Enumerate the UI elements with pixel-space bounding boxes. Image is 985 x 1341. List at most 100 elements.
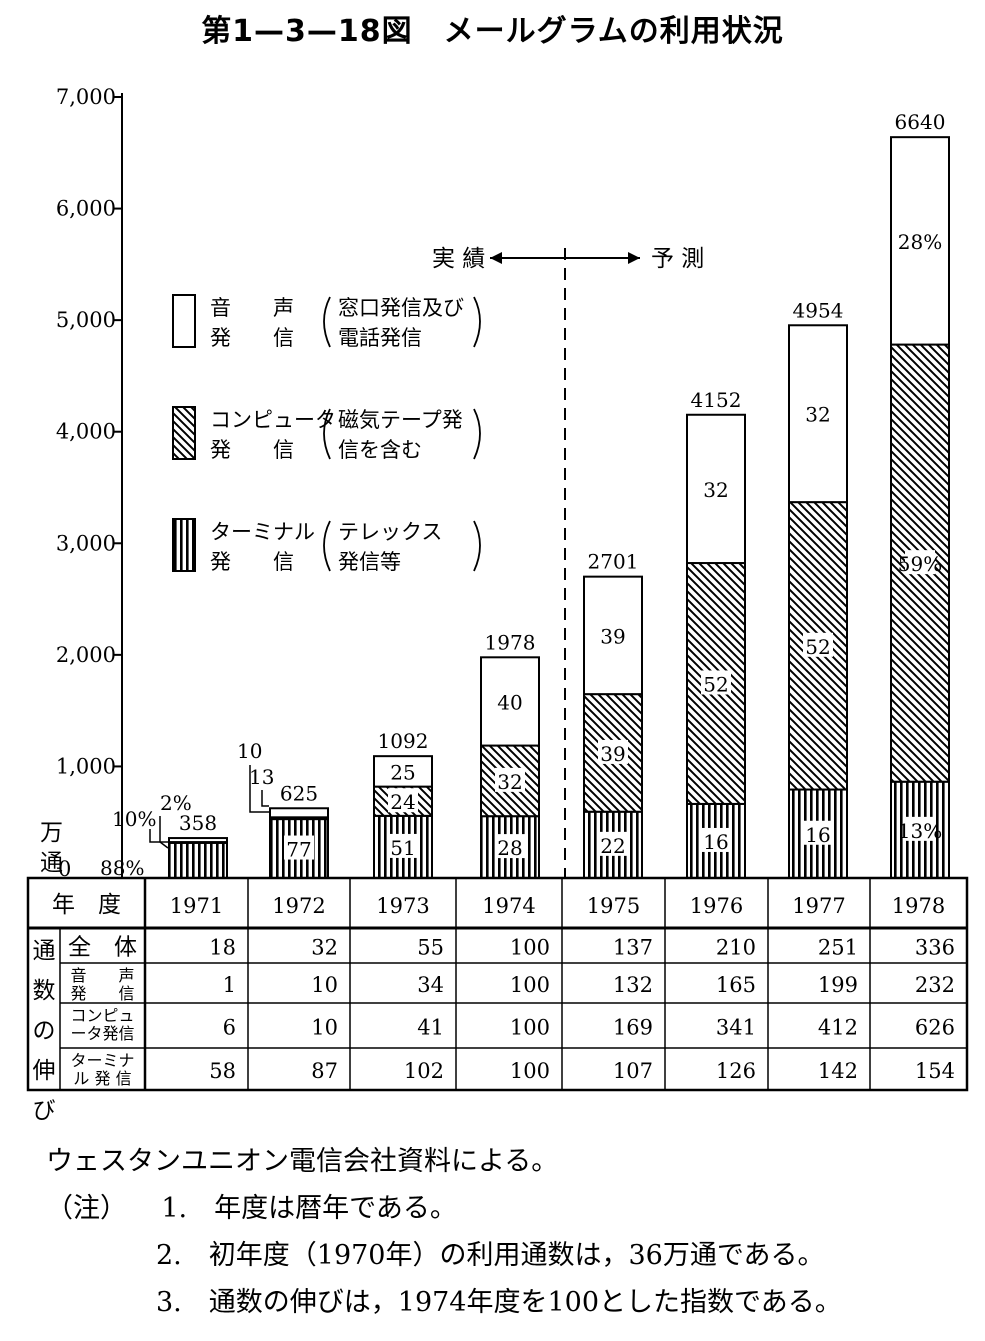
table-cell: 626 xyxy=(915,1016,955,1040)
segment-label: 24 xyxy=(390,790,415,814)
legend-label: 発 信 xyxy=(210,550,294,574)
note-item-1: 1. 年度は暦年である。 xyxy=(161,1193,457,1224)
table-cell: 10 xyxy=(311,973,338,997)
legend-bracket xyxy=(473,408,481,460)
table-cell: 210 xyxy=(716,936,756,960)
annotation-1972-b: 13 xyxy=(249,765,274,789)
table-cell: 1 xyxy=(223,973,236,997)
table-row-label: 全 体 xyxy=(68,935,137,961)
table-cell: 58 xyxy=(209,1059,236,1083)
segment-label-bg xyxy=(598,622,628,647)
y-unit-label: 通 xyxy=(40,850,63,876)
segment-label-bg xyxy=(803,820,833,845)
table-cell: 55 xyxy=(417,936,444,960)
table-cell: 100 xyxy=(510,936,550,960)
segment-label-bg xyxy=(284,835,314,860)
legend-bracket xyxy=(323,408,331,460)
legend-sublabel: テレックス xyxy=(338,520,442,544)
bar-total-label: 1092 xyxy=(378,729,429,753)
legend-label: 発 信 xyxy=(210,438,294,462)
y-tick-label: 2,000 xyxy=(56,643,116,667)
table-cell: 165 xyxy=(716,973,756,997)
table-cell: 232 xyxy=(915,973,955,997)
table-cell: 34 xyxy=(417,973,444,997)
segment-label: 52 xyxy=(805,635,830,659)
legend-label: ターミナル xyxy=(210,520,315,544)
table-cell: 199 xyxy=(818,973,858,997)
y-tick-label: 6,000 xyxy=(56,197,116,221)
table-cell: 18 xyxy=(209,936,236,960)
divider-label-right: 予 測 xyxy=(651,246,704,272)
bar-total-label: 358 xyxy=(179,811,217,835)
bar-segment xyxy=(686,413,746,565)
note-label: （注） xyxy=(46,1193,127,1224)
table-cell: 251 xyxy=(818,936,858,960)
table-side-label: 数 xyxy=(33,978,56,1004)
y-tick-label: 3,000 xyxy=(56,531,116,555)
legend-sublabel: 窓口発信及び xyxy=(338,296,464,320)
legend-label: コンピュータ xyxy=(210,408,336,432)
annotation-1971-bottom: 88% xyxy=(100,856,144,880)
segment-label-bg xyxy=(803,400,833,425)
segment-label-bg xyxy=(701,670,731,695)
segment-label: 16 xyxy=(703,830,728,854)
segment-label-bg xyxy=(388,758,418,783)
table-row-label: 音 声 xyxy=(70,966,134,985)
table-cell: 32 xyxy=(311,936,338,960)
table-row-label: ータ発信 xyxy=(70,1024,134,1043)
bar-segment xyxy=(168,837,228,844)
arrow-left-icon xyxy=(490,252,502,264)
bar-total-label: 6640 xyxy=(895,110,946,134)
segment-label: 16 xyxy=(805,823,830,847)
segment-label: 52 xyxy=(703,672,728,696)
table-cell: 6 xyxy=(223,1016,236,1040)
table-year-cell: 1973 xyxy=(376,894,429,918)
table-year-cell: 1978 xyxy=(892,894,945,918)
table-cell: 102 xyxy=(404,1059,444,1083)
annotation-1971-mid: 10% xyxy=(112,807,156,831)
note-line-3: 3. 通数の伸びは，1974年度を100とした指数である。 xyxy=(46,1279,842,1326)
y-tick-label: 0 xyxy=(58,857,71,881)
segment-label: 28% xyxy=(898,230,942,254)
segment-label: 32 xyxy=(497,770,522,794)
table-row-label: コンピュ xyxy=(70,1006,134,1025)
table-cell: 412 xyxy=(818,1016,858,1040)
segment-label: 39 xyxy=(600,624,625,648)
segment-label-bg xyxy=(905,227,935,252)
segment-label: 40 xyxy=(497,690,522,714)
bar-total-label: 4954 xyxy=(793,298,844,322)
table-cell: 142 xyxy=(818,1059,858,1083)
segment-label: 28 xyxy=(497,836,522,860)
bar-total-label: 1978 xyxy=(485,630,536,654)
table-year-header: 年 度 xyxy=(52,892,121,918)
legend-label: 発 信 xyxy=(210,326,294,350)
segment-label: 25 xyxy=(390,760,415,784)
source-note: ウェスタンユニオン電信会社資料による。 xyxy=(46,1146,559,1177)
segment-label-bg xyxy=(701,827,731,852)
chart: 0 1,000 2,000 3,000 4,000 5,000 6,000 7,000 万通 音… xyxy=(26,85,969,1124)
legend-bracket xyxy=(323,520,331,572)
legend-bracket xyxy=(473,296,481,348)
legend-sublabel: 磁気テープ発 xyxy=(338,408,463,432)
segment-label-bg xyxy=(905,816,935,841)
bars: 358 77 625 51 24 25 1092 28 32 40 1978 22 39 39 2701 16… xyxy=(100,110,950,880)
table-cell: 341 xyxy=(716,1016,756,1040)
bar-segment xyxy=(269,807,329,819)
legend-bracket xyxy=(323,296,331,348)
divider-label-left: 実 績 xyxy=(432,246,485,272)
annotation-1971-top: 2% xyxy=(160,791,192,815)
table-side-label: 通 xyxy=(33,938,56,964)
y-tick-label: 7,000 xyxy=(56,85,116,109)
table-cell: 137 xyxy=(613,936,653,960)
table-border xyxy=(26,876,969,1092)
table-year-cell: 1975 xyxy=(587,894,640,918)
segment-label: 59% xyxy=(898,552,942,576)
legend-swatch xyxy=(172,294,196,348)
legend-sublabel: 発信等 xyxy=(338,550,401,574)
table-year-cell: 1972 xyxy=(272,894,325,918)
note-line-2: 2. 初年度（1970年）の利用通数は，36万通である。 xyxy=(46,1232,842,1279)
segment-label-bg xyxy=(598,831,628,856)
arrow-right-icon xyxy=(628,252,640,264)
table-cell: 100 xyxy=(510,1059,550,1083)
